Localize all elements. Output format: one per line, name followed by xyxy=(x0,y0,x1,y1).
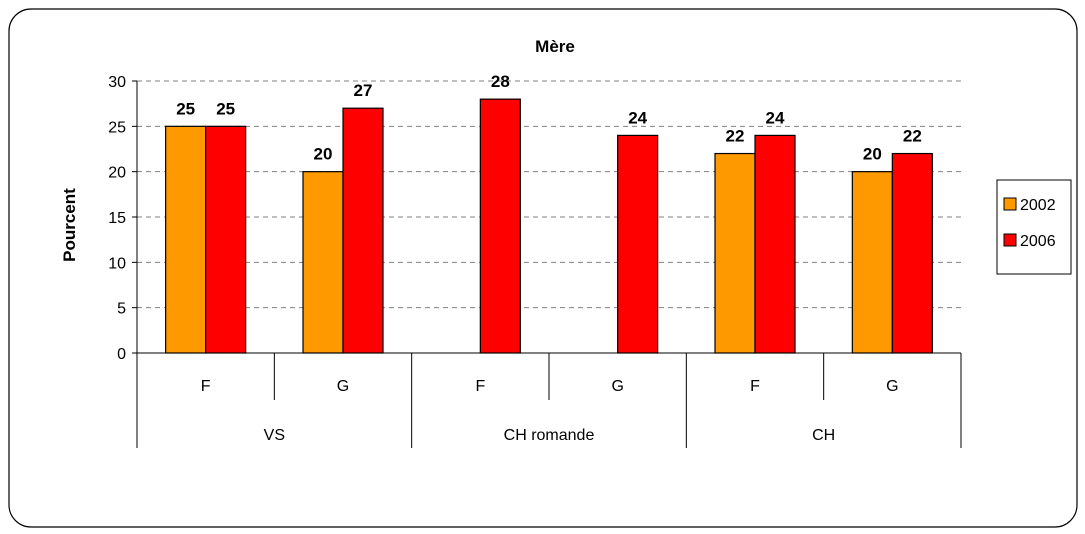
bar-2006 xyxy=(205,125,247,354)
data-label: 20 xyxy=(314,145,333,164)
y-tick-label: 30 xyxy=(108,74,126,91)
data-labels: 25 25 20 27 28 24 22 24 20 22 xyxy=(176,72,922,164)
data-label: 22 xyxy=(903,127,922,146)
data-label: 27 xyxy=(354,81,373,100)
x-tick-label: G xyxy=(337,378,349,395)
axes: 0 5 10 15 20 25 30 F G F G F G VS CH romande CH xyxy=(108,74,962,448)
y-tick-label: 10 xyxy=(108,255,126,272)
gridlines xyxy=(137,80,961,309)
x-tick-label: G xyxy=(611,378,623,395)
group-label: VS xyxy=(264,427,285,444)
bar-2006 xyxy=(891,152,933,354)
bar-2002 xyxy=(165,125,207,354)
y-tick-label: 20 xyxy=(108,165,126,182)
bar-2002 xyxy=(302,171,344,354)
group-label: CH xyxy=(812,427,835,444)
legend: 2002 2006 xyxy=(996,179,1072,275)
bar-2006 xyxy=(617,134,659,354)
chart-title: Mère xyxy=(535,37,575,56)
bar-2006 xyxy=(479,98,521,354)
bar-2006 xyxy=(754,134,796,354)
x-tick-label: F xyxy=(201,378,211,395)
data-label: 24 xyxy=(766,108,785,127)
bar-2006 xyxy=(342,107,384,354)
y-tick-label: 15 xyxy=(108,210,126,227)
chart-border xyxy=(8,8,1078,528)
legend-swatch xyxy=(1003,197,1017,211)
legend-box xyxy=(996,179,1072,275)
y-tick-label: 0 xyxy=(117,346,126,363)
y-tick-label: 25 xyxy=(108,119,126,136)
data-label: 24 xyxy=(628,108,647,127)
group-label: CH romande xyxy=(504,427,595,444)
x-tick-label: G xyxy=(886,378,898,395)
data-label: 25 xyxy=(216,99,235,118)
x-tick-label: F xyxy=(475,378,485,395)
y-tick-label: 5 xyxy=(117,301,126,318)
bars xyxy=(165,98,933,354)
legend-label: 2006 xyxy=(1020,233,1056,250)
legend-swatch xyxy=(1003,233,1017,247)
data-label: 28 xyxy=(491,72,510,91)
data-label: 22 xyxy=(726,127,745,146)
bar-2002 xyxy=(851,171,893,354)
data-label: 25 xyxy=(176,99,195,118)
x-tick-label: F xyxy=(750,378,760,395)
y-axis-label: Pourcent xyxy=(60,188,79,262)
bar-2002 xyxy=(714,152,756,354)
chart-frame: Mère Pourcent 25 25 20 27 28 24 22 24 20 22 0 5 10 1… xyxy=(8,8,1078,528)
legend-label: 2002 xyxy=(1020,197,1056,214)
data-label: 20 xyxy=(863,145,882,164)
